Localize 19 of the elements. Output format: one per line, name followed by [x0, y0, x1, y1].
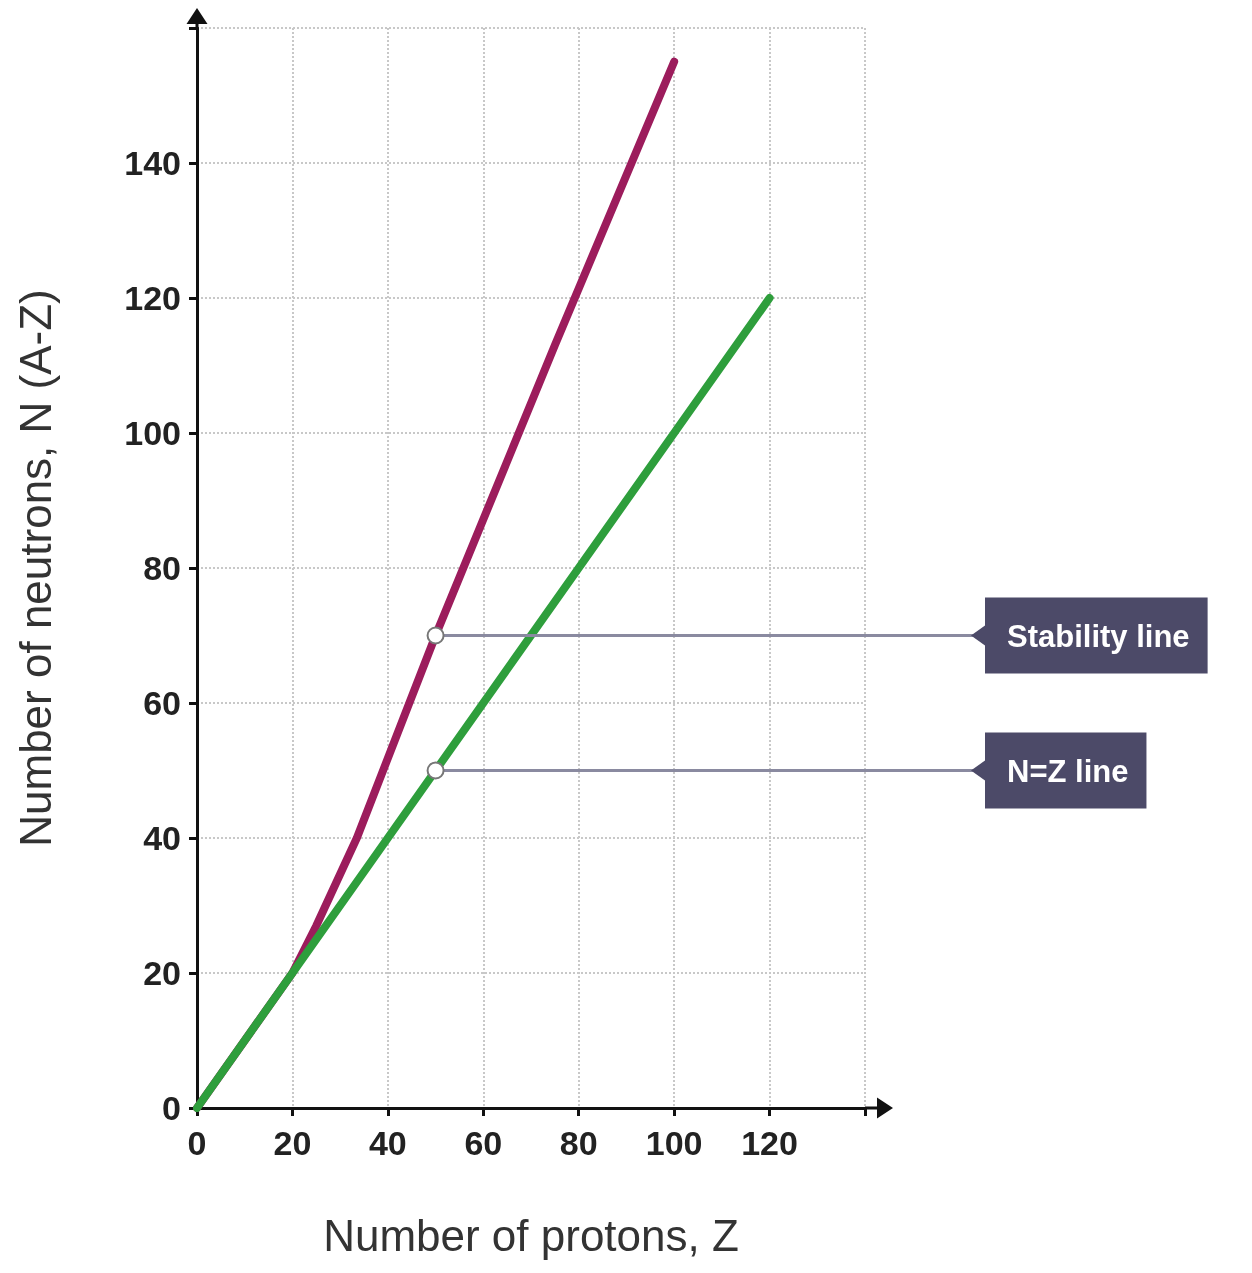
- annotation: N=Z line: [1007, 753, 1129, 789]
- annotation: Stability line: [1007, 618, 1190, 654]
- x-tick-label: 20: [273, 1124, 312, 1162]
- x-tick-label: 120: [741, 1124, 798, 1162]
- y-tick-label: 100: [124, 414, 181, 452]
- x-tick-label: 60: [464, 1124, 503, 1162]
- y-tick-label: 20: [143, 954, 181, 992]
- y-tick-label: 120: [124, 279, 181, 317]
- y-tick-label: 140: [124, 144, 181, 182]
- y-tick-label: 60: [143, 684, 181, 722]
- x-tick-label: 80: [559, 1124, 598, 1162]
- x-tick-label: 40: [368, 1124, 407, 1162]
- y-axis-title: Number of neutrons, N (A-Z): [10, 289, 60, 847]
- x-axis-title: Number of protons, Z: [323, 1210, 739, 1260]
- x-tick-label: 0: [187, 1124, 207, 1162]
- y-tick-label: 80: [143, 549, 181, 587]
- y-tick-label: 40: [143, 819, 181, 857]
- y-tick-label: 0: [162, 1089, 181, 1127]
- x-tick-label: 100: [645, 1124, 703, 1162]
